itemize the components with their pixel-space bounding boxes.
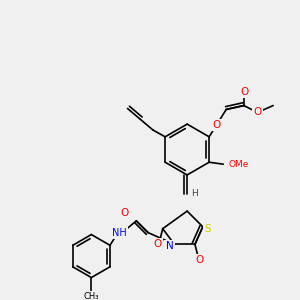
Text: O: O [241,87,249,97]
Text: S: S [204,224,211,234]
Text: H: H [192,189,198,198]
Text: O: O [154,239,162,249]
Text: NH: NH [112,228,127,238]
Text: O: O [254,107,262,117]
Text: OMe: OMe [228,160,249,169]
Text: N: N [166,241,173,251]
Text: O: O [121,208,129,218]
Text: CH₃: CH₃ [84,292,99,300]
Text: O: O [196,255,204,265]
Text: O: O [212,120,220,130]
